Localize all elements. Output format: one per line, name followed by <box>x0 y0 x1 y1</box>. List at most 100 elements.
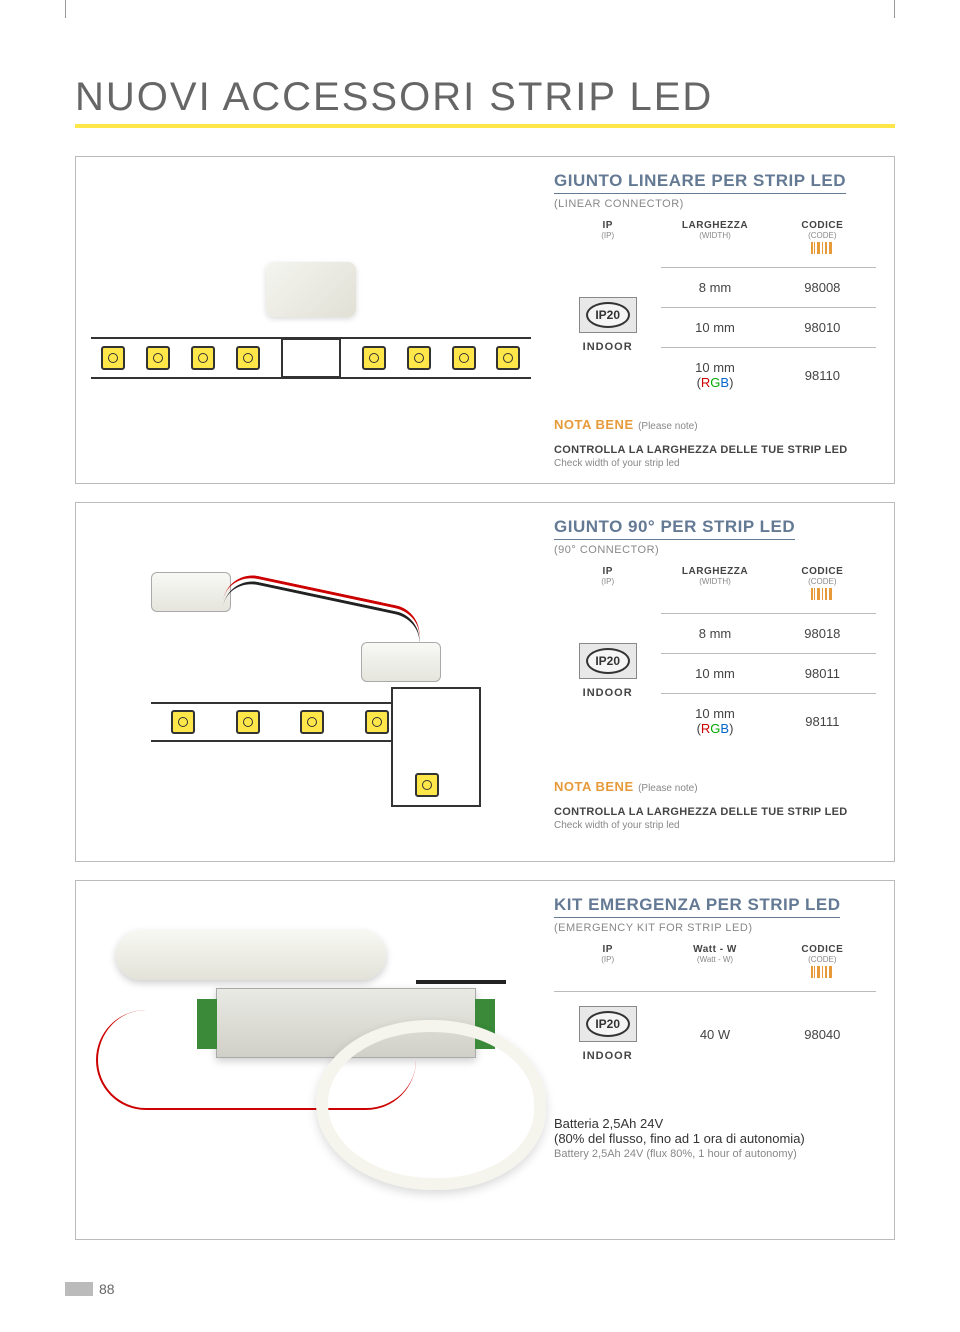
header-label: Watt - W <box>661 944 768 955</box>
header-sublabel: (Watt - W) <box>661 955 768 964</box>
led-chip-icon <box>362 346 386 370</box>
header-sublabel: (CODE) <box>769 955 876 964</box>
led-chip-icon <box>452 346 476 370</box>
led-chip-icon <box>496 346 520 370</box>
led-chip-icon <box>300 710 324 734</box>
product-subtitle: (LINEAR CONNECTOR) <box>554 198 876 210</box>
table-row: 10 mm (RGB) 98111 <box>661 693 876 748</box>
page-number: 88 <box>99 1281 115 1297</box>
ip-value: IP20 <box>586 1011 630 1037</box>
ip-value: IP20 <box>586 302 630 328</box>
code-value: 98110 <box>769 368 876 383</box>
page-content: NUOVI ACCESSORI STRIP LED GIUNTO LINEARE… <box>0 0 960 1288</box>
header-label: IP <box>554 944 661 955</box>
emergency-kit-image <box>96 930 526 1190</box>
nota-bene-section: NOTA BENE (Please note) CONTROLLA LA LAR… <box>554 416 876 469</box>
led-chip-icon <box>365 710 389 734</box>
product-spec-area: GIUNTO LINEARE PER STRIP LED (LINEAR CON… <box>546 157 894 483</box>
black-wire-icon <box>416 980 506 984</box>
barcode-icon <box>811 588 833 600</box>
cable-end-icon <box>151 572 231 612</box>
header-label: LARGHEZZA <box>661 566 768 577</box>
connector-box-icon <box>391 687 481 807</box>
product-box-linear-connector: GIUNTO LINEARE PER STRIP LED (LINEAR CON… <box>75 156 895 484</box>
product-spec-area: GIUNTO 90° PER STRIP LED (90° CONNECTOR)… <box>546 503 894 861</box>
led-chip-icon <box>171 710 195 734</box>
nota-bene-section: NOTA BENE (Please note) CONTROLLA LA LAR… <box>554 778 876 831</box>
code-value: 98011 <box>769 666 876 681</box>
spec-table: IP20 INDOOR 8 mm 98018 10 mm 98011 <box>554 613 876 748</box>
header-label: IP <box>554 566 661 577</box>
width-value: 8 mm <box>661 626 768 641</box>
width-value: 10 mm (RGB) <box>661 360 768 390</box>
product-subtitle: (90° CONNECTOR) <box>554 544 876 556</box>
header-label: IP <box>554 220 661 231</box>
code-value: 98040 <box>769 992 876 1076</box>
col-header-ip: IP (IP) <box>554 566 661 605</box>
page-footer: 88 <box>65 1281 115 1297</box>
col-header-ip: IP (IP) <box>554 944 661 983</box>
spec-table: IP20 INDOOR 8 mm 98008 10 mm 98010 <box>554 267 876 402</box>
col-header-code: CODICE (CODE) <box>769 220 876 259</box>
led-strip-diagram <box>91 337 531 379</box>
nota-bene-subtitle: (Please note) <box>638 421 697 432</box>
led-chip-icon <box>415 773 439 797</box>
column-headers: IP (IP) LARGHEZZA (WIDTH) CODICE (CODE) <box>554 566 876 605</box>
product-title: GIUNTO LINEARE PER STRIP LED <box>554 171 846 194</box>
header-sublabel: (WIDTH) <box>661 231 768 240</box>
ip-badge: IP20 <box>579 643 637 679</box>
battery-spec-text: Batteria 2,5Ah 24V (80% del flusso, fino… <box>554 1116 876 1160</box>
ip-rating-cell: IP20 INDOOR <box>554 992 661 1076</box>
product-box-emergency-kit: KIT EMERGENZA PER STRIP LED (EMERGENCY K… <box>75 880 895 1240</box>
battery-spec-line3: Battery 2,5Ah 24V (flux 80%, 1 hour of a… <box>554 1148 876 1160</box>
header-label: CODICE <box>769 944 876 955</box>
col-header-code: CODICE (CODE) <box>769 566 876 605</box>
battery-icon <box>116 930 386 980</box>
product-image-area <box>76 503 546 861</box>
led-chip-icon <box>236 710 260 734</box>
product-subtitle: (EMERGENCY KIT FOR STRIP LED) <box>554 922 876 934</box>
column-headers: IP (IP) Watt - W (Watt - W) CODICE (CODE… <box>554 944 876 983</box>
rgb-label: (RGB) <box>697 721 734 736</box>
ip-badge: IP20 <box>579 1006 637 1042</box>
led-chip-icon <box>236 346 260 370</box>
ip-value: IP20 <box>586 648 630 674</box>
header-sublabel: (IP) <box>554 955 661 964</box>
table-row: 8 mm 98018 <box>661 613 876 653</box>
led-chip-icon <box>146 346 170 370</box>
nota-bene-subtitle: (Please note) <box>638 783 697 794</box>
title-underline <box>75 124 895 128</box>
connector-image <box>266 262 356 317</box>
nota-bene-title: NOTA BENE <box>554 779 634 794</box>
footer-decoration <box>65 1282 93 1296</box>
ip-rating-cell: IP20 INDOOR <box>554 267 661 402</box>
nota-bene-title: NOTA BENE <box>554 417 634 432</box>
col-header-ip: IP (IP) <box>554 220 661 259</box>
header-sublabel: (CODE) <box>769 577 876 586</box>
product-title: GIUNTO 90° PER STRIP LED <box>554 517 795 540</box>
header-label: CODICE <box>769 220 876 231</box>
width-text: 10 mm <box>695 360 735 375</box>
product-title: KIT EMERGENZA PER STRIP LED <box>554 895 840 918</box>
page-title: NUOVI ACCESSORI STRIP LED <box>75 75 895 120</box>
strip-connector-icon <box>281 338 341 378</box>
code-value: 98018 <box>769 626 876 641</box>
col-header-width: LARGHEZZA (WIDTH) <box>661 220 768 259</box>
barcode-icon <box>811 242 833 254</box>
header-label: CODICE <box>769 566 876 577</box>
header-label: LARGHEZZA <box>661 220 768 231</box>
cable-end-icon <box>361 642 441 682</box>
col-header-watt: Watt - W (Watt - W) <box>661 944 768 983</box>
connector-cable-image <box>151 572 471 792</box>
battery-spec-line2: (80% del flusso, fino ad 1 ora di autono… <box>554 1131 876 1146</box>
col-header-code: CODICE (CODE) <box>769 944 876 983</box>
code-value: 98111 <box>769 714 876 729</box>
nota-bene-text-it: CONTROLLA LA LARGHEZZA DELLE TUE STRIP L… <box>554 444 876 456</box>
col-header-width: LARGHEZZA (WIDTH) <box>661 566 768 605</box>
table-row: 10 mm (RGB) 98110 <box>661 347 876 402</box>
product-image-area <box>76 881 546 1239</box>
nota-bene-text-en: Check width of your strip led <box>554 820 876 831</box>
code-value: 98008 <box>769 280 876 295</box>
header-sublabel: (IP) <box>554 231 661 240</box>
product-box-90-connector: GIUNTO 90° PER STRIP LED (90° CONNECTOR)… <box>75 502 895 862</box>
